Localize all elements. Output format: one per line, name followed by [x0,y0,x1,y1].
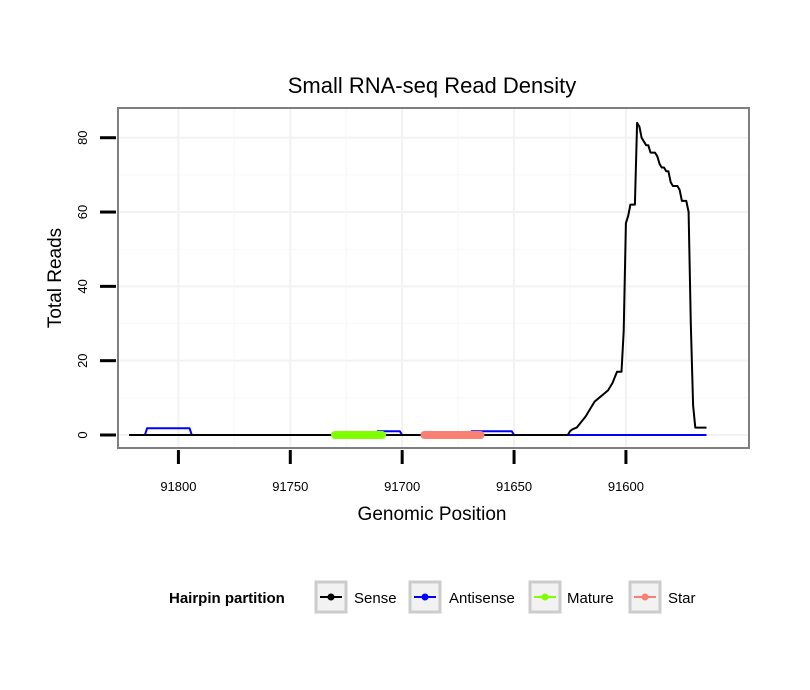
legend-item-star: Star [628,580,696,614]
x-axis-title: Genomic Position [358,504,507,525]
plot-panel [117,107,750,449]
y-tick-label: 80 [75,130,90,144]
series-line-sense [129,121,707,436]
legend-entries: Sense Antisense Mature Star [314,580,696,614]
y-tick-label: 0 [75,431,90,438]
legend-label: Mature [567,590,614,607]
plot-border [117,107,750,449]
legend-item-antisense: Antisense [408,580,515,614]
y-axis: 0 20 40 60 80 [75,130,116,439]
x-axis: 91800 91750 91700 91650 91600 [160,450,644,494]
legend-key-dot [327,593,335,601]
legend-title: Hairpin partition [169,590,285,607]
legend-item-mature: Mature [528,580,614,614]
legend-label: Antisense [449,590,515,607]
chart-title: Small RNA-seq Read Density [288,73,577,98]
x-tick-label: 91750 [272,479,308,494]
y-tick-label: 60 [75,205,90,219]
y-tick-label: 20 [75,353,90,367]
series-layer [129,121,707,439]
y-tick-label: 40 [75,279,90,293]
x-tick-label: 91700 [384,479,420,494]
x-tick-label: 91650 [496,479,532,494]
legend-key-dot [641,593,649,601]
legend-label: Star [668,590,696,607]
legend-item-sense: Sense [314,580,397,614]
legend: Hairpin partition Sense Antisense Mature St… [169,580,696,614]
x-tick-label: 91600 [608,479,644,494]
plot-background [118,108,749,448]
x-tick-label: 91800 [160,479,196,494]
y-axis-title: Total Reads [45,228,66,328]
legend-key-dot [421,593,429,601]
legend-label: Sense [354,590,397,607]
series-line-antisense [129,427,707,436]
gridlines [118,108,749,448]
legend-key-dot [541,593,549,601]
